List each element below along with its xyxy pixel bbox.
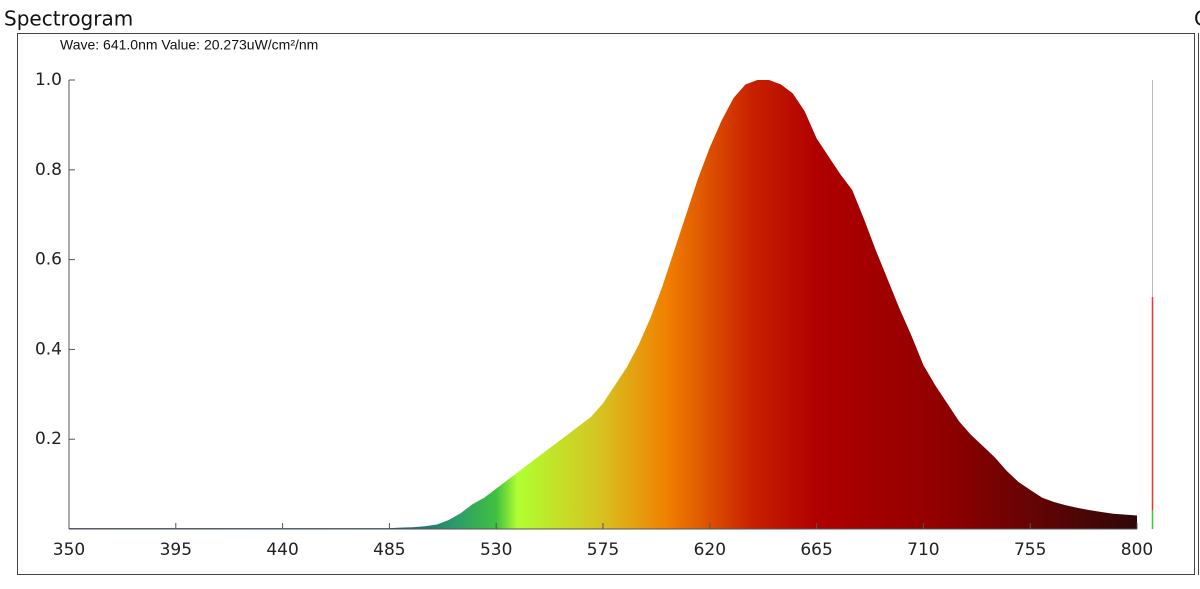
x-tick-label: 755 [1014, 540, 1046, 560]
x-tick-label: 395 [160, 540, 192, 560]
x-tick-label: 350 [53, 540, 85, 560]
plot-frame [17, 33, 1195, 575]
spectrum-area [69, 80, 1137, 529]
x-tick-label: 665 [800, 540, 832, 560]
x-tick-label: 530 [480, 540, 512, 560]
readout: Wave: 641.0nm Value: 20.273uW/cm²/nm [60, 37, 318, 53]
y-tick-label: 0.6 [35, 250, 62, 270]
side-panel-title: C [1194, 7, 1200, 31]
y-tick-label: 0.4 [35, 339, 62, 359]
x-tick-label: 710 [907, 540, 939, 560]
y-tick-label: 1.0 [35, 70, 62, 90]
panel-title: Spectrogram [4, 7, 133, 31]
x-tick-label: 485 [373, 540, 405, 560]
y-tick-label: 0.8 [35, 160, 62, 180]
x-tick-label: 575 [587, 540, 619, 560]
x-tick-label: 800 [1121, 540, 1153, 560]
x-tick-label: 620 [694, 540, 726, 560]
x-tick-label: 440 [266, 540, 298, 560]
y-tick-label: 0.2 [35, 429, 62, 449]
